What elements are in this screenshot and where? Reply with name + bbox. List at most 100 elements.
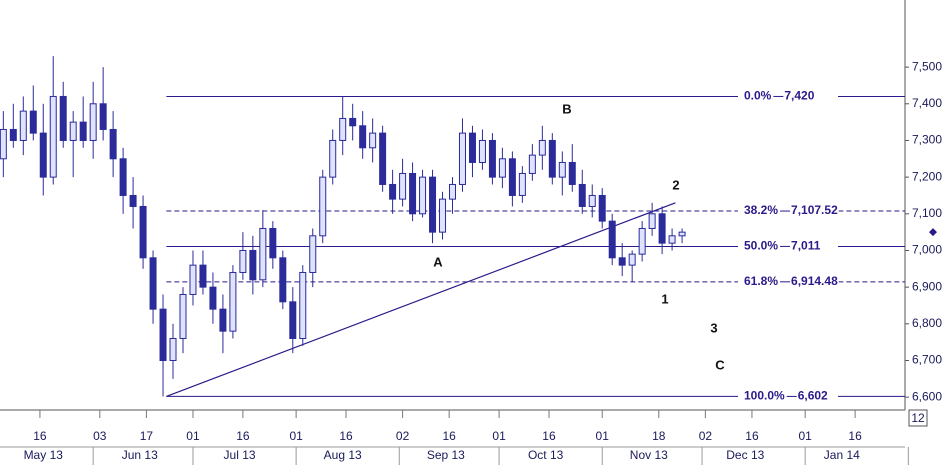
month-label: Sep 13 — [427, 448, 465, 462]
candle-body — [279, 257, 287, 303]
y-tick-label: 7,000 — [912, 243, 942, 257]
candle-body — [259, 227, 267, 281]
fib-pct: 0.0% — [744, 89, 772, 103]
candle-body — [169, 337, 177, 361]
corner-box — [908, 409, 928, 427]
candle-body — [458, 132, 466, 185]
candle-body — [349, 117, 357, 127]
candle-body — [109, 128, 117, 160]
fib-pct: 50.0% — [744, 239, 778, 253]
candle-body — [69, 121, 77, 141]
candle-body — [588, 194, 596, 207]
trendline — [166, 202, 676, 397]
month-label: Jan 14 — [824, 448, 860, 462]
candle-body — [658, 213, 666, 244]
candle-body — [538, 139, 546, 156]
x-tick-label: 03 — [93, 429, 107, 443]
x-tick-label: 17 — [140, 429, 154, 443]
candle-body — [379, 132, 387, 185]
fib-pct: 61.8% — [744, 274, 778, 288]
fib-value: 6,914.48 — [791, 274, 838, 288]
candle-body — [119, 158, 127, 196]
wave-label: A — [433, 254, 443, 269]
candle-body — [289, 301, 297, 339]
candle-body — [59, 95, 67, 141]
fib-label-bg — [738, 238, 822, 255]
x-tick-label: 16 — [745, 429, 759, 443]
candle-body — [299, 271, 307, 339]
candle-body — [99, 103, 107, 130]
candle-body — [449, 183, 456, 200]
corner-label: 12 — [911, 411, 925, 425]
y-tick-label: 6,800 — [912, 316, 942, 330]
last-price-marker — [929, 228, 937, 237]
candle-body — [249, 249, 257, 281]
x-tick-label: 16 — [339, 429, 353, 443]
fib-label-bg — [738, 388, 829, 405]
x-tick-label: 16 — [542, 429, 556, 443]
wave-label: 2 — [672, 177, 679, 192]
candle-body — [618, 257, 626, 266]
month-label: May 13 — [24, 448, 64, 462]
x-tick-label: 16 — [33, 429, 47, 443]
x-tick-label: 01 — [799, 429, 813, 443]
candle-body — [528, 154, 536, 174]
y-tick-label: 7,200 — [912, 169, 942, 183]
candle-body — [269, 227, 277, 259]
candle-body — [319, 176, 327, 237]
candle-body — [638, 227, 646, 255]
candle-body — [568, 161, 576, 185]
candle-body — [79, 121, 87, 141]
candle-body — [219, 308, 227, 332]
y-tick-label: 7,400 — [912, 96, 942, 110]
candle-body — [29, 110, 37, 134]
wave-label: B — [562, 101, 571, 116]
candle-body — [478, 139, 486, 163]
y-tick-label: 7,500 — [912, 59, 942, 73]
x-tick-label: 18 — [652, 429, 666, 443]
candle-body — [508, 158, 516, 196]
candle-body — [369, 132, 377, 149]
candle-body — [199, 264, 207, 288]
x-tick-label: 01 — [186, 429, 200, 443]
candle-body — [409, 172, 417, 215]
candle-body — [648, 213, 656, 229]
y-tick-label: 7,300 — [912, 133, 942, 147]
candle-body — [488, 139, 496, 178]
fib-value: 7,420 — [784, 89, 814, 103]
candle-body — [359, 125, 367, 149]
fib-pct: 100.0% — [744, 389, 785, 403]
fib-value: 7,107.52 — [791, 203, 838, 217]
candle-body — [309, 235, 317, 273]
candle-body — [598, 194, 606, 222]
candle-body — [0, 128, 7, 160]
candle-body — [189, 264, 197, 295]
candle-body — [129, 194, 137, 207]
x-tick-label: 02 — [699, 429, 713, 443]
candle-body — [608, 220, 616, 259]
month-label: Dec 13 — [726, 448, 764, 462]
wave-label: 1 — [661, 291, 668, 306]
y-tick-label: 6,900 — [912, 279, 942, 293]
candle-body — [439, 198, 447, 233]
wave-label: 3 — [710, 320, 717, 335]
month-label: Jul 13 — [224, 448, 256, 462]
candle-body — [399, 172, 407, 200]
x-tick-label: 01 — [492, 429, 506, 443]
candle-body — [668, 235, 676, 244]
fib-pct: 38.2% — [744, 203, 778, 217]
y-tick-label: 6,700 — [912, 353, 942, 367]
candle-body — [159, 308, 167, 361]
x-tick-label: 01 — [596, 429, 610, 443]
candle-body — [678, 231, 686, 237]
x-tick-label: 16 — [236, 429, 250, 443]
month-label: Jun 13 — [122, 448, 158, 462]
month-label: Oct 13 — [528, 448, 564, 462]
candle-body — [468, 132, 476, 163]
candle-body — [578, 183, 586, 207]
candle-body — [209, 286, 217, 310]
candle-body — [149, 257, 157, 310]
x-tick-label: 16 — [442, 429, 456, 443]
